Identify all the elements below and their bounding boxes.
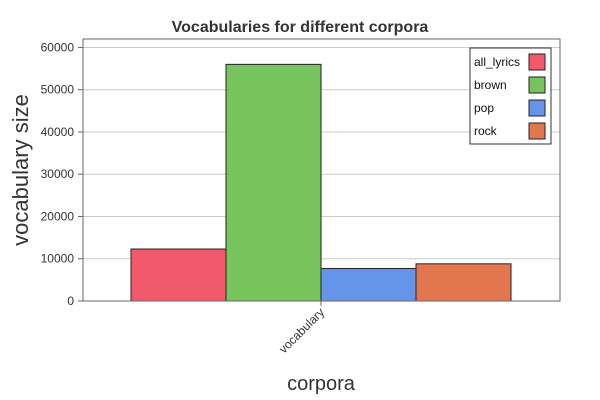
legend-label: all_lyrics [474, 55, 520, 69]
legend-swatch-pop [528, 99, 546, 117]
legend-label: brown [474, 78, 507, 92]
y-tick-label: 10000 [41, 252, 75, 266]
y-tick-label: 40000 [41, 125, 75, 139]
y-tick-label: 20000 [41, 209, 75, 223]
x-axis-label: corpora [287, 373, 356, 395]
legend-swatch-all-lyrics [528, 53, 546, 71]
legend-label: rock [474, 124, 498, 138]
bar-brown [225, 63, 322, 302]
y-tick-label: 30000 [41, 167, 75, 181]
bar-all-lyrics [130, 248, 227, 302]
bar-pop [320, 267, 417, 302]
y-axis-ticks: 0 10000 20000 30000 40000 50000 60000 [41, 40, 83, 308]
legend-swatch-rock [528, 122, 546, 140]
y-axis-label: vocabulary size [8, 94, 33, 246]
chart-title: Vocabularies for different corpora [172, 19, 429, 36]
y-tick-label: 50000 [41, 83, 75, 97]
x-tick-label: vocabulary [276, 305, 327, 356]
legend-label: pop [474, 101, 494, 115]
legend-swatch-brown [528, 76, 546, 94]
y-tick-label: 0 [67, 294, 74, 308]
bars [130, 63, 512, 302]
bar-rock [415, 263, 512, 302]
y-tick-label: 60000 [41, 40, 75, 54]
x-axis-ticks: vocabulary [276, 301, 327, 356]
